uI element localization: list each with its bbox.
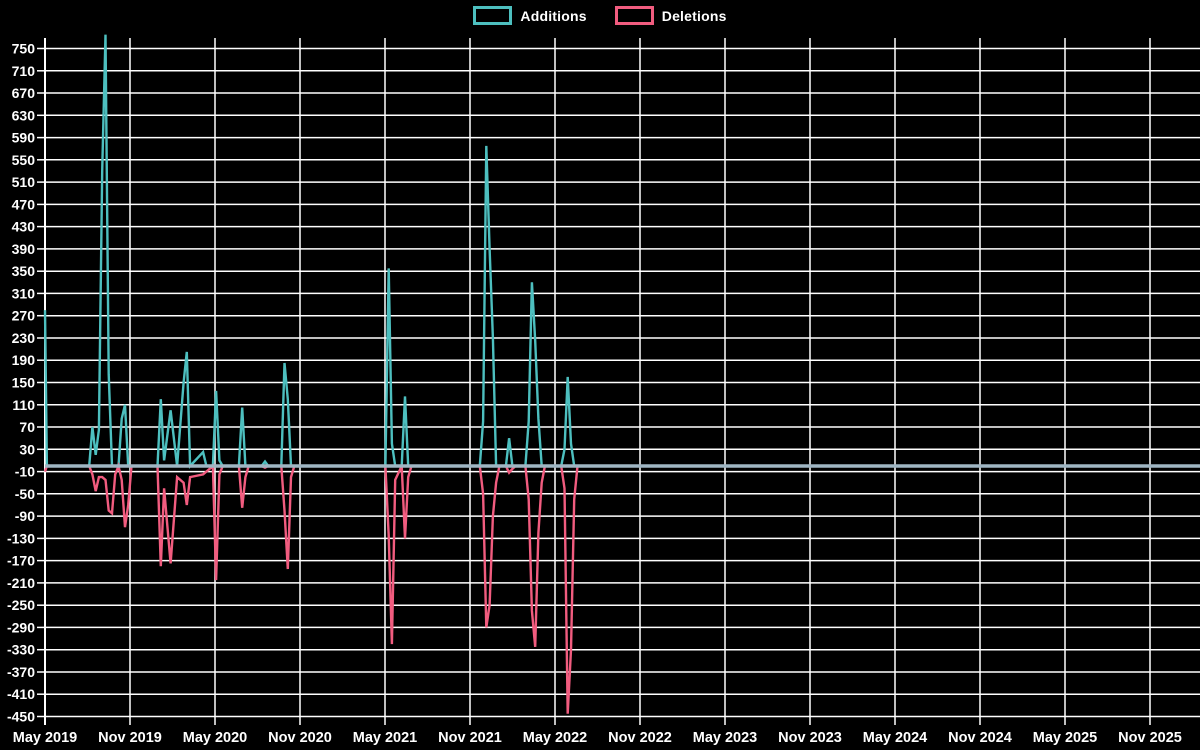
svg-text:May 2024: May 2024 [863, 730, 928, 746]
y-axis-labels: 750 710 670 630 590 550 510 470 430 390 350 310 270 2… [7, 41, 35, 725]
svg-text:May 2025: May 2025 [1033, 730, 1098, 746]
svg-text:630: 630 [12, 107, 36, 123]
legend-item-additions[interactable]: Additions [473, 6, 587, 25]
svg-text:550: 550 [12, 152, 36, 168]
svg-text:190: 190 [12, 352, 36, 368]
svg-text:-10: -10 [15, 464, 35, 480]
svg-text:-130: -130 [7, 530, 35, 546]
svg-text:Nov 2019: Nov 2019 [98, 730, 162, 746]
svg-text:-410: -410 [7, 686, 35, 702]
deletions-line [43, 461, 579, 714]
svg-text:350: 350 [12, 263, 36, 279]
x-gridlines [44, 38, 1151, 725]
svg-text:-210: -210 [7, 575, 35, 591]
svg-text:430: 430 [12, 219, 36, 235]
svg-text:Nov 2022: Nov 2022 [608, 730, 672, 746]
svg-text:590: 590 [12, 130, 36, 146]
svg-text:510: 510 [12, 174, 36, 190]
svg-text:-330: -330 [7, 642, 35, 658]
svg-text:110: 110 [12, 397, 35, 413]
svg-text:May 2023: May 2023 [693, 730, 758, 746]
deletions-swatch-icon [614, 6, 654, 25]
svg-text:750: 750 [12, 41, 36, 57]
additions-swatch-icon [473, 6, 513, 25]
svg-text:-290: -290 [7, 619, 35, 635]
deletions-legend-label: Deletions [661, 7, 727, 24]
svg-text:-450: -450 [7, 709, 35, 725]
svg-text:-370: -370 [7, 664, 35, 680]
chart-legend: Additions Deletions [0, 6, 1200, 25]
svg-text:Nov 2021: Nov 2021 [438, 730, 502, 746]
svg-text:Nov 2024: Nov 2024 [948, 730, 1012, 746]
svg-text:-50: -50 [15, 486, 35, 502]
svg-text:470: 470 [12, 196, 36, 212]
svg-text:May 2019: May 2019 [13, 730, 78, 746]
additions-line [43, 34, 578, 469]
svg-text:Nov 2020: Nov 2020 [268, 730, 332, 746]
svg-text:390: 390 [12, 241, 36, 257]
svg-text:May 2020: May 2020 [183, 730, 248, 746]
svg-text:710: 710 [12, 63, 36, 79]
svg-text:Nov 2023: Nov 2023 [778, 730, 842, 746]
svg-text:70: 70 [19, 419, 35, 435]
svg-text:150: 150 [12, 375, 36, 391]
svg-text:310: 310 [12, 285, 36, 301]
additions-legend-label: Additions [520, 7, 587, 24]
x-axis-labels: May 2019 Nov 2019 May 2020 Nov 2020 May 2021… [13, 730, 1182, 746]
svg-text:-250: -250 [7, 597, 35, 613]
legend-item-deletions[interactable]: Deletions [614, 6, 727, 25]
svg-text:-170: -170 [7, 553, 35, 569]
svg-text:May 2022: May 2022 [523, 730, 588, 746]
svg-text:-90: -90 [15, 508, 35, 524]
svg-text:230: 230 [12, 330, 36, 346]
svg-text:30: 30 [19, 441, 35, 457]
svg-text:270: 270 [12, 308, 36, 324]
y-gridlines [37, 47, 1200, 718]
svg-text:Nov 2025: Nov 2025 [1118, 730, 1182, 746]
svg-text:May 2021: May 2021 [353, 730, 418, 746]
svg-text:670: 670 [12, 85, 36, 101]
